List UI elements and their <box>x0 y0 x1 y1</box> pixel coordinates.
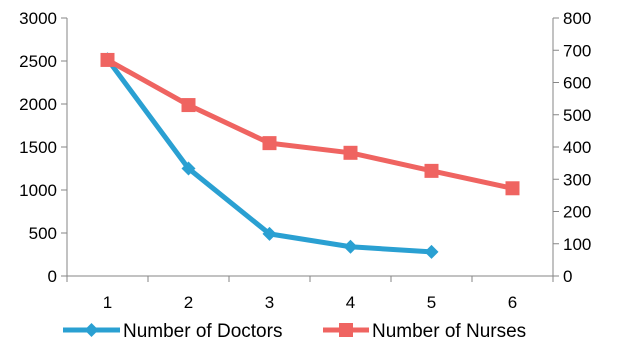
left-tick-label: 0 <box>48 267 57 286</box>
x-tick-label: 1 <box>103 293 112 312</box>
x-axis-ticks: 1 2 3 4 5 6 <box>66 276 554 312</box>
right-tick-label: 400 <box>563 138 591 157</box>
x-tick-label: 2 <box>184 293 193 312</box>
number-of-doctors-legend-marker <box>84 323 99 337</box>
left-y-axis-ticks: 0 500 1000 1500 2000 2500 3000 <box>19 9 67 286</box>
right-tick-label: 500 <box>563 106 591 125</box>
number-of-nurses-line <box>106 57 514 191</box>
number-of-nurses-legend-label: Number of Nurses <box>372 321 526 342</box>
right-tick-label: 300 <box>563 170 591 189</box>
number-of-doctors-point <box>181 161 196 176</box>
right-tick-label: 700 <box>563 41 591 60</box>
x-tick-label: 3 <box>265 293 274 312</box>
number-of-nurses-point <box>262 136 277 151</box>
number-of-nurses-point <box>100 52 115 67</box>
right-y-axis-ticks: 0 100 200 300 400 500 600 700 800 <box>553 9 591 286</box>
legend: Number of Doctors Number of Nurses <box>63 321 526 342</box>
left-tick-label: 2500 <box>19 52 57 71</box>
left-tick-label: 500 <box>29 224 57 243</box>
series-group <box>100 52 520 259</box>
number-of-nurses-legend-marker <box>339 323 353 337</box>
right-tick-label: 800 <box>563 9 591 28</box>
number-of-nurses-point <box>424 163 439 178</box>
x-tick-label: 5 <box>427 293 436 312</box>
left-tick-label: 1500 <box>19 138 57 157</box>
left-tick-label: 1000 <box>19 181 57 200</box>
right-tick-label: 600 <box>563 74 591 93</box>
right-tick-label: 100 <box>563 235 591 254</box>
number-of-nurses-point <box>343 145 358 160</box>
number-of-doctors-point <box>424 244 439 259</box>
number-of-nurses-point <box>181 98 196 113</box>
x-tick-label: 6 <box>508 293 517 312</box>
left-tick-label: 3000 <box>19 9 57 28</box>
right-tick-label: 200 <box>563 203 591 222</box>
right-tick-label: 0 <box>563 267 572 286</box>
number-of-doctors-point <box>262 226 277 241</box>
number-of-nurses-point <box>505 181 520 196</box>
number-of-doctors-legend-label: Number of Doctors <box>123 321 282 342</box>
number-of-doctors-point <box>343 239 358 254</box>
left-tick-label: 2000 <box>19 95 57 114</box>
x-tick-label: 4 <box>346 293 355 312</box>
